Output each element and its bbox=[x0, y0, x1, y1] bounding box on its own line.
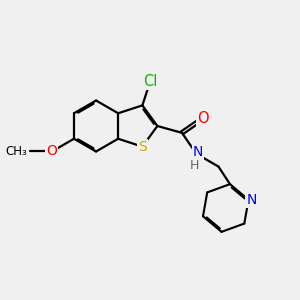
Text: N: N bbox=[246, 193, 257, 207]
Text: O: O bbox=[46, 145, 57, 158]
Text: O: O bbox=[197, 111, 209, 126]
Text: N: N bbox=[193, 145, 203, 159]
Text: H: H bbox=[190, 159, 200, 172]
Text: CH₃: CH₃ bbox=[5, 145, 27, 158]
Text: Cl: Cl bbox=[143, 74, 158, 88]
Text: S: S bbox=[138, 140, 147, 154]
